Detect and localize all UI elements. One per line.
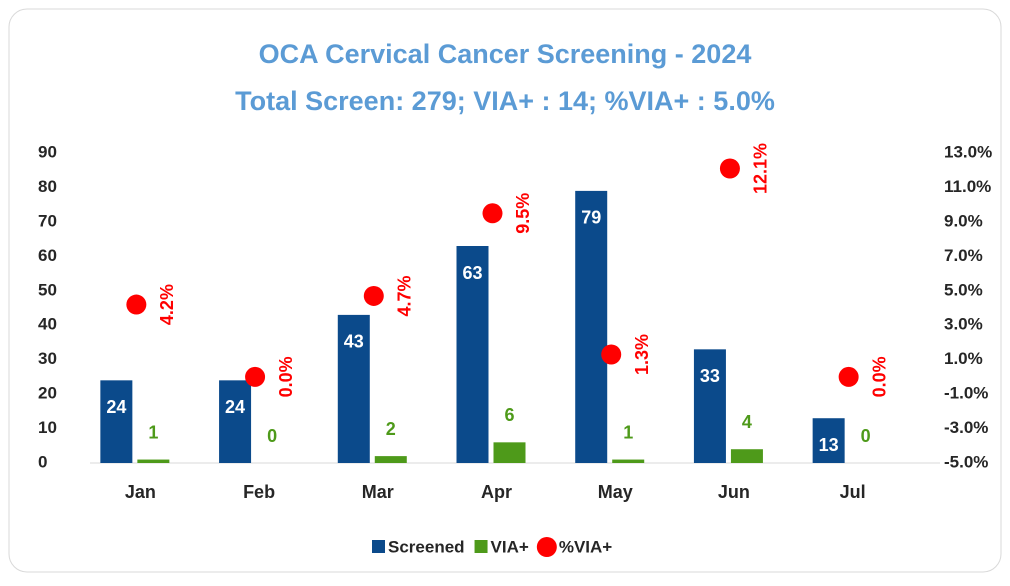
- bar-value-label: 4: [742, 412, 752, 432]
- y-tick-label: 0: [38, 452, 47, 471]
- marker: [838, 366, 859, 387]
- bar: [575, 190, 608, 463]
- bar: [219, 380, 252, 463]
- bar: [456, 246, 489, 463]
- bar-value-label: 6: [504, 405, 514, 425]
- y-tick-label: 70: [38, 211, 57, 230]
- y2-tick-label: 7.0%: [944, 246, 983, 265]
- bar-value-label: 33: [700, 366, 720, 386]
- y-tick-label: 60: [38, 246, 57, 265]
- bar: [137, 459, 170, 463]
- legend-swatch: [474, 540, 488, 553]
- x-tick-label: May: [598, 482, 633, 502]
- y-tick-label: 30: [38, 349, 57, 368]
- y-tick-label: 80: [38, 177, 57, 196]
- y-tick-label: 50: [38, 280, 57, 299]
- bar-value-label: 79: [581, 208, 601, 228]
- y2-tick-label: 5.0%: [944, 280, 983, 299]
- bar-value-label: 1: [148, 422, 158, 442]
- y-tick-label: 20: [38, 384, 57, 403]
- marker: [245, 366, 266, 387]
- marker-value-label: 9.5%: [513, 193, 533, 234]
- x-tick-label: Jan: [125, 482, 156, 502]
- marker-value-label: 4.7%: [395, 275, 415, 316]
- y-tick-label: 40: [38, 315, 57, 334]
- marker-value-label: 1.3%: [632, 334, 652, 375]
- marker-value-label: 4.2%: [157, 284, 177, 325]
- y2-tick-label: -5.0%: [944, 452, 988, 471]
- y2-tick-label: 13.0%: [944, 142, 992, 161]
- legend-swatch: [372, 540, 385, 553]
- y-tick-label: 10: [38, 418, 57, 437]
- x-tick-label: Mar: [362, 482, 394, 502]
- bar-value-label: 2: [386, 419, 396, 439]
- bar-value-label: 63: [462, 263, 482, 283]
- marker: [363, 285, 384, 306]
- bar: [612, 459, 645, 463]
- marker: [126, 294, 147, 315]
- y2-tick-label: 11.0%: [944, 177, 991, 196]
- bar-value-label: 0: [861, 426, 871, 446]
- x-tick-label: Apr: [481, 482, 512, 502]
- bar: [693, 349, 726, 463]
- y2-tick-label: -3.0%: [944, 418, 988, 437]
- legend-label: %VIA+: [559, 537, 612, 556]
- chart-subtitle: Total Screen: 279; VIA+ : 14; %VIA+ : 5.…: [235, 86, 775, 116]
- legend-label: VIA+: [491, 537, 529, 556]
- bar: [100, 380, 133, 463]
- legend-label: Screened: [388, 537, 465, 556]
- bar-value-label: 24: [225, 397, 245, 417]
- bar-value-label: 13: [819, 435, 839, 455]
- marker: [719, 158, 740, 179]
- y2-tick-label: -1.0%: [944, 384, 988, 403]
- marker: [601, 344, 622, 365]
- bar: [374, 456, 407, 463]
- bar: [493, 442, 526, 463]
- chart-title: OCA Cervical Cancer Screening - 2024: [259, 39, 752, 69]
- marker-value-label: 0.0%: [276, 356, 296, 397]
- bar-value-label: 24: [106, 397, 126, 417]
- bar: [812, 418, 845, 463]
- marker-value-label: 0.0%: [869, 356, 889, 397]
- x-tick-label: Jul: [840, 482, 866, 502]
- y2-tick-label: 9.0%: [944, 211, 983, 230]
- x-tick-label: Jun: [718, 482, 750, 502]
- bar-value-label: 1: [623, 422, 633, 442]
- bar-value-label: 0: [267, 426, 277, 446]
- bar: [730, 449, 763, 463]
- marker-value-label: 12.1%: [751, 143, 771, 194]
- bar-value-label: 43: [344, 332, 364, 352]
- y2-tick-label: 3.0%: [944, 315, 983, 334]
- legend-marker: [536, 537, 557, 557]
- x-tick-label: Feb: [243, 482, 275, 502]
- chart-frame: [8, 8, 1002, 573]
- marker: [482, 203, 503, 224]
- y2-tick-label: 1.0%: [944, 349, 983, 368]
- y-tick-label: 90: [38, 142, 57, 161]
- bar: [337, 314, 370, 463]
